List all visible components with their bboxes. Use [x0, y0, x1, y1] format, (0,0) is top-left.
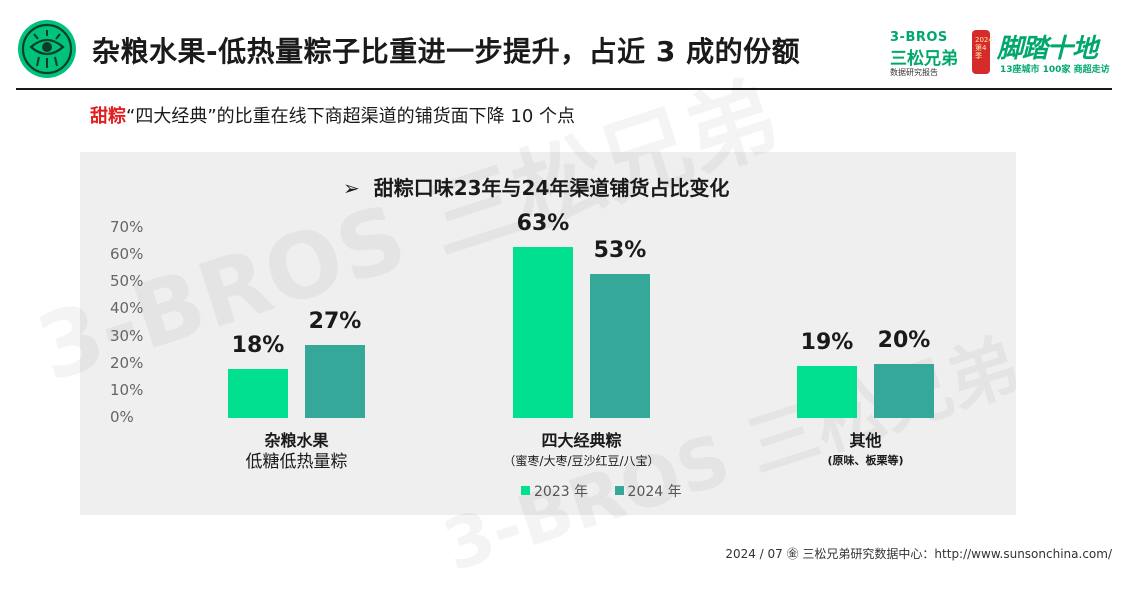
bar — [305, 344, 365, 418]
y-tick-label: 30% — [110, 326, 144, 345]
bar-value-label: 63% — [516, 211, 570, 236]
bar-value-label: 53% — [593, 238, 647, 264]
bar — [513, 247, 573, 418]
bar-value-label: 20% — [877, 327, 931, 353]
brand-logo: 3-BROS 三松兄弟 数据研究报告 — [890, 30, 968, 77]
chart-legend: 2023 年 2024 年 — [521, 481, 704, 501]
y-tick-label: 10% — [110, 380, 144, 399]
slogan-subtext: 13座城市 100家 商超走访 — [1000, 65, 1110, 75]
header: 杂粮水果-低热量粽子比重进一步提升，占近 3 成的份额 3-BROS 三松兄弟 … — [0, 0, 1130, 90]
category-sublabel: (原味、板栗等) — [827, 454, 904, 467]
brand-subtext: 数据研究报告 — [890, 68, 938, 77]
category-label: 四大经典粽 — [541, 431, 622, 450]
legend-item-2023: 2023 年 — [521, 484, 588, 500]
subtitle: 甜粽“四大经典”的比重在线下商超渠道的铺货面下降 10 个点 — [90, 102, 575, 128]
lantern-icon — [972, 30, 990, 74]
bar-value-label: 27% — [308, 308, 362, 334]
y-tick-label: 0% — [110, 408, 134, 426]
bar — [797, 366, 857, 418]
bar-value-label: 19% — [800, 330, 854, 356]
y-tick-label: 60% — [110, 245, 144, 264]
subtitle-text: “四大经典”的比重在线下商超渠道的铺货面下降 10 个点 — [126, 106, 575, 127]
eye-logo-icon — [18, 20, 76, 78]
y-tick-label: 20% — [110, 353, 144, 372]
category-sublabel: （蜜枣/大枣/豆沙红豆/八宝） — [503, 454, 660, 468]
subtitle-highlight: 甜粽 — [90, 106, 126, 127]
bar — [228, 369, 288, 418]
header-divider — [16, 88, 1112, 90]
bar — [590, 274, 650, 418]
category-label: 杂粮水果 — [264, 431, 329, 450]
chart-title-text: 甜粽口味23年与24年渠道铺货占比变化 — [373, 176, 730, 200]
footer-source: 2024 / 07 ㊎ 三松兄弟研究数据中心：http://www.sunson… — [725, 547, 1112, 561]
page-title: 杂粮水果-低热量粽子比重进一步提升，占近 3 成的份额 — [92, 35, 801, 68]
legend-swatch-2024 — [614, 486, 624, 495]
legend-label-2024: 2024 年 — [627, 484, 682, 500]
category-sublabel: 低糖低热量粽 — [245, 452, 348, 472]
bar — [874, 363, 934, 418]
chart-title-marker: ➢ — [343, 176, 360, 200]
chart-title: ➢ 甜粽口味23年与24年渠道铺货占比变化 — [343, 172, 729, 201]
y-tick-label: 70% — [110, 218, 144, 236]
lantern-text: 2024第4季 — [975, 36, 993, 60]
y-tick-label: 50% — [110, 272, 144, 291]
slogan-logo: 脚踏十地 — [997, 34, 1098, 64]
brand-name: 三松兄弟 — [890, 49, 958, 69]
legend-label-2023: 2023 年 — [534, 484, 589, 500]
legend-item-2024: 2024 年 — [614, 484, 682, 500]
category-label: 其他 — [849, 431, 882, 450]
legend-swatch-2023 — [521, 486, 530, 495]
y-tick-label: 40% — [110, 299, 144, 318]
bar-value-label: 18% — [231, 333, 285, 359]
brand-top-text: 3-BROS — [890, 30, 948, 45]
